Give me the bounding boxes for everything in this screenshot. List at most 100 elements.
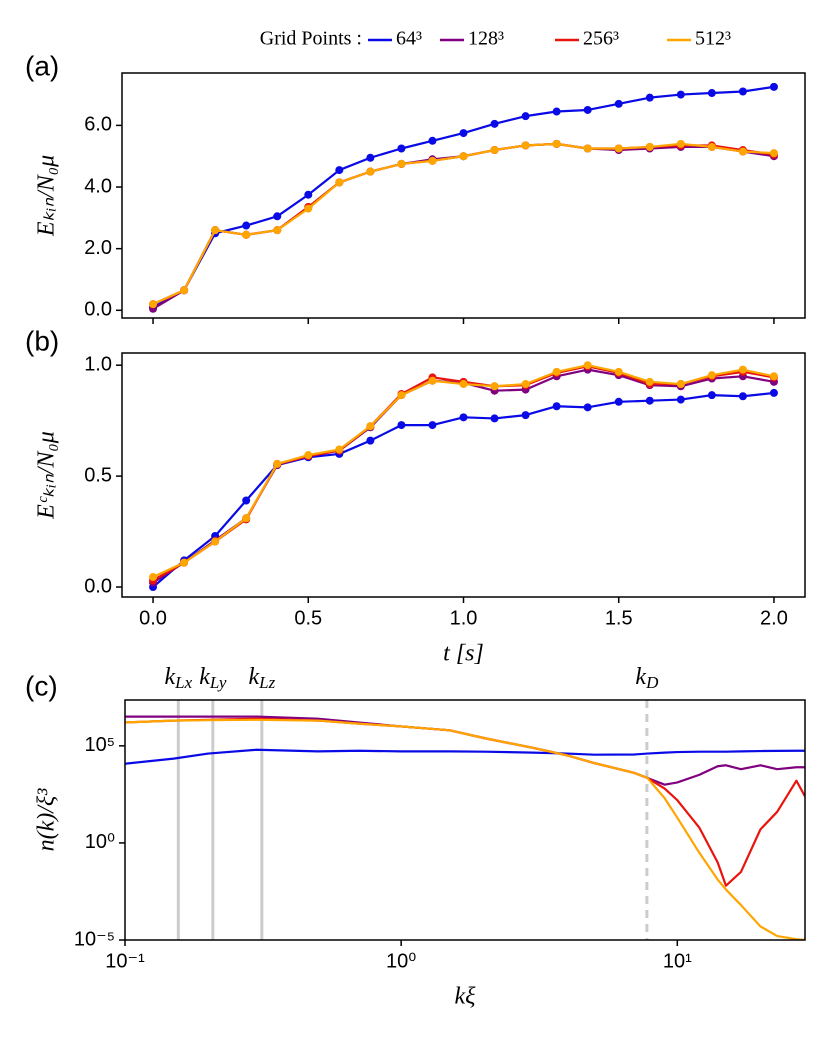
plot-frame [121, 72, 806, 319]
marker [180, 286, 189, 295]
marker [366, 167, 375, 176]
x-tick-label: 0.0 [139, 607, 167, 629]
marker [304, 190, 313, 199]
marker [521, 380, 530, 389]
marker [707, 391, 716, 400]
marker [211, 537, 220, 546]
annotation-subscript: Lx [174, 673, 192, 692]
annotation: kLz [248, 664, 275, 692]
series-line [125, 718, 805, 940]
marker [273, 459, 282, 468]
marker [335, 178, 344, 187]
marker [149, 300, 158, 309]
marker [676, 90, 685, 99]
annotation-symbol: k [199, 664, 210, 690]
panel-label: (a) [25, 50, 59, 81]
legend-label: 64³ [396, 28, 422, 50]
marker [242, 221, 251, 230]
y-tick-label: 6.0 [84, 114, 112, 136]
x-tick-label: 10¹ [663, 950, 692, 972]
marker [676, 139, 685, 148]
marker [149, 573, 158, 582]
marker [645, 93, 654, 102]
marker [428, 376, 437, 385]
x-tick-label: 10⁻¹ [105, 950, 145, 972]
y-tick-label: 0.5 [84, 464, 112, 486]
series-line [125, 748, 805, 765]
y-tick-label: 10⁵ [84, 734, 115, 756]
marker [366, 436, 375, 445]
y-tick-label: 2.0 [84, 237, 112, 259]
marker [645, 396, 654, 405]
marker [583, 361, 592, 370]
marker [273, 212, 282, 221]
marker [552, 139, 561, 148]
marker [242, 514, 251, 523]
marker [769, 388, 778, 397]
marker [707, 89, 716, 98]
marker [304, 204, 313, 213]
marker [490, 414, 499, 423]
annotation-symbol: k [165, 664, 176, 690]
x-tick-label: 1.5 [605, 607, 633, 629]
marker [707, 142, 716, 151]
y-axis-label: Eₖᵢₙ/N₀μ [34, 155, 60, 237]
marker [242, 230, 251, 239]
annotation: kLy [199, 664, 227, 692]
marker [397, 144, 406, 153]
marker [676, 395, 685, 404]
series-group [125, 715, 805, 940]
annotation-subscript: Lz [258, 673, 275, 692]
x-axis-label: kξ [455, 984, 477, 1010]
y-tick-label: 1.0 [84, 353, 112, 375]
marker [707, 371, 716, 380]
marker [738, 365, 747, 374]
marker [335, 166, 344, 175]
marker [459, 152, 468, 161]
panel-label: (b) [25, 325, 59, 356]
marker [614, 144, 623, 153]
y-tick-label: 0.0 [84, 299, 112, 321]
marker [583, 144, 592, 153]
marker [304, 451, 313, 460]
marker [769, 82, 778, 91]
annotation-symbol: k [635, 664, 646, 690]
y-tick-label: 10⁻⁵ [74, 928, 115, 950]
series-line [152, 85, 775, 309]
panel: (b) 0.0 0.5 1.0 0.0 0.5 1.0 1.5 2.0 Eᶜₖᵢₙ/N₀μ t [s… [25, 325, 806, 667]
y-tick-label: 4.0 [84, 175, 112, 197]
marker [397, 421, 406, 430]
marker [738, 147, 747, 156]
x-axis-label: t [s] [443, 641, 484, 667]
marker [242, 496, 251, 505]
marker [738, 392, 747, 401]
marker [552, 107, 561, 116]
legend-label: 256³ [583, 28, 619, 50]
marker [738, 87, 747, 96]
marker [552, 402, 561, 411]
marker [273, 226, 282, 235]
annotation: kD [635, 664, 659, 692]
marker [366, 153, 375, 162]
marker [769, 372, 778, 381]
marker [180, 558, 189, 567]
annotation-subscript: D [645, 673, 659, 692]
marker [614, 397, 623, 406]
marker [490, 119, 499, 128]
marker [583, 105, 592, 114]
y-axis-label: Eᶜₖᵢₙ/N₀μ [34, 431, 60, 520]
panel: (a) 0.0 2.0 4.0 6.0 Eₖᵢₙ/N₀μ Grid Points : 64³ 1… [25, 28, 806, 324]
marker [211, 226, 220, 235]
annotation: kLx [165, 664, 193, 692]
marker [583, 403, 592, 412]
y-axis-label: n(k)/ξ³ [34, 788, 60, 852]
plot-frame [121, 352, 806, 598]
series-line [125, 717, 805, 887]
marker [676, 380, 685, 389]
marker [521, 411, 530, 420]
series-group [149, 361, 778, 592]
legend-title: Grid Points : [260, 28, 362, 50]
